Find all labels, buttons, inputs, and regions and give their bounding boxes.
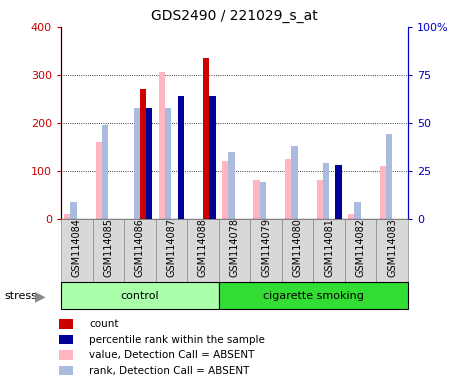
Bar: [348, 214, 355, 219]
Bar: [165, 108, 171, 219]
Bar: [313, 219, 345, 282]
Text: cigarette smoking: cigarette smoking: [263, 291, 364, 301]
Text: stress: stress: [5, 291, 38, 301]
Bar: [64, 214, 70, 219]
Bar: [219, 219, 250, 282]
Bar: [253, 180, 260, 219]
Bar: [355, 202, 361, 219]
Bar: [70, 202, 77, 219]
Bar: [203, 58, 209, 219]
Bar: [335, 165, 342, 219]
Text: GSM114084: GSM114084: [72, 218, 82, 277]
Bar: [159, 73, 165, 219]
Bar: [285, 159, 291, 219]
Text: GSM114081: GSM114081: [324, 218, 334, 277]
Bar: [379, 166, 386, 219]
Text: GSM114080: GSM114080: [293, 218, 303, 277]
Text: percentile rank within the sample: percentile rank within the sample: [89, 335, 265, 345]
Bar: [187, 219, 219, 282]
Bar: [61, 282, 219, 309]
Text: GSM114078: GSM114078: [229, 218, 240, 277]
Text: GSM114085: GSM114085: [103, 218, 113, 277]
Text: GSM114083: GSM114083: [387, 218, 397, 277]
Bar: [209, 96, 216, 219]
Bar: [377, 219, 408, 282]
Text: GSM114086: GSM114086: [135, 218, 145, 277]
Bar: [92, 219, 124, 282]
Text: control: control: [121, 291, 159, 301]
Bar: [219, 282, 408, 309]
Bar: [156, 219, 187, 282]
Text: count: count: [89, 319, 119, 329]
Text: GSM114088: GSM114088: [198, 218, 208, 277]
Bar: [345, 219, 377, 282]
Bar: [61, 219, 92, 282]
Text: GSM114087: GSM114087: [166, 218, 176, 277]
Text: rank, Detection Call = ABSENT: rank, Detection Call = ABSENT: [89, 366, 250, 376]
Title: GDS2490 / 221029_s_at: GDS2490 / 221029_s_at: [151, 9, 318, 23]
Bar: [146, 108, 152, 219]
Text: value, Detection Call = ABSENT: value, Detection Call = ABSENT: [89, 350, 255, 360]
Bar: [386, 134, 392, 219]
Bar: [96, 142, 102, 219]
Bar: [134, 108, 140, 219]
Bar: [102, 125, 108, 219]
Bar: [228, 152, 234, 219]
Bar: [291, 146, 298, 219]
Bar: [323, 163, 329, 219]
Bar: [140, 89, 146, 219]
Bar: [222, 161, 228, 219]
Bar: [260, 182, 266, 219]
Text: ▶: ▶: [35, 290, 46, 303]
Bar: [317, 180, 323, 219]
Text: GSM114082: GSM114082: [356, 218, 366, 277]
Bar: [178, 96, 184, 219]
Bar: [282, 219, 313, 282]
Text: GSM114079: GSM114079: [261, 218, 271, 277]
Bar: [250, 219, 282, 282]
Bar: [124, 219, 156, 282]
